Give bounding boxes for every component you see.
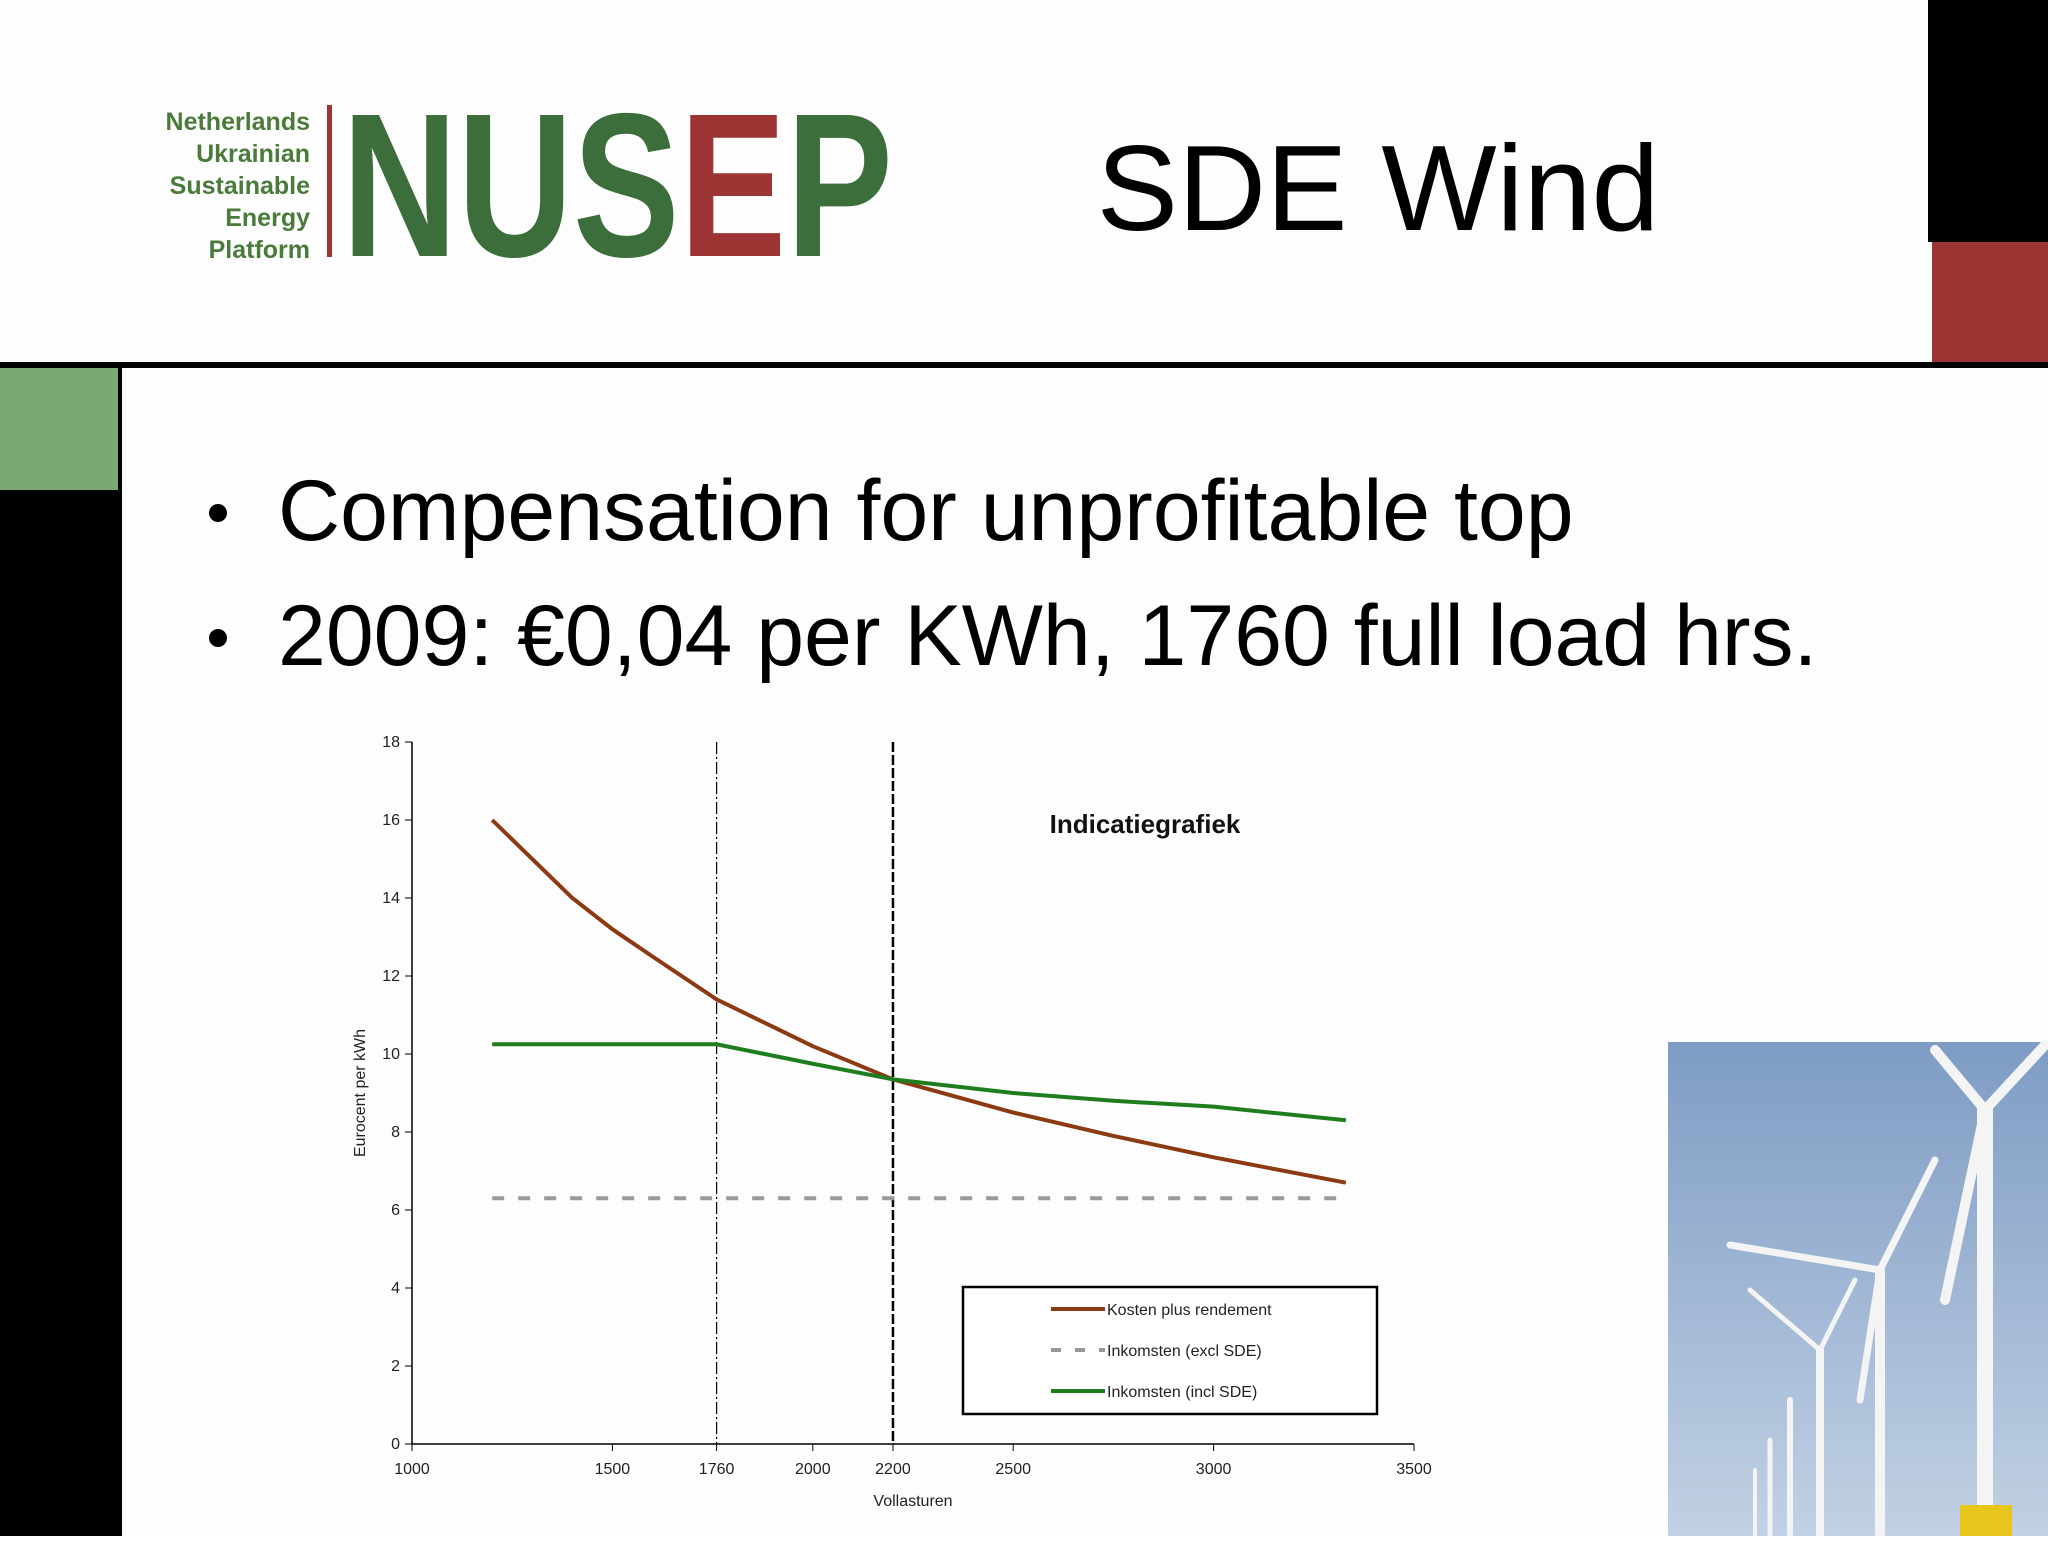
x-tick-label: 1760 [699,1461,735,1478]
corner-square [1932,242,2048,362]
legend-label: Inkomsten (excl SDE) [1107,1343,1262,1360]
logo: Netherlands Ukrainian Sustainable Energy Pla… [166,108,311,264]
turbine-base [1960,1505,2012,1536]
slide-title: SDE Wind [1097,120,1660,256]
x-tick-label: 3500 [1396,1461,1432,1478]
wordmark-part: NUS [342,71,680,300]
y-tick-label: 16 [382,812,400,829]
logo-line: Sustainable [170,172,310,200]
y-tick-label: 8 [391,1124,400,1141]
wordmark-part: P [786,71,893,300]
wordmark-part: E [680,71,787,300]
x-tick-label: 2500 [995,1461,1031,1478]
x-tick-label: 2000 [795,1461,831,1478]
photo [1668,1040,2048,1541]
logo-line: Platform [209,236,310,264]
legend-box [961,1285,1379,1416]
y-tick-label: 18 [382,734,400,751]
logo-wordmark: NUSEP [342,71,893,300]
y-tick-label: 0 [391,1436,400,1453]
series-line [492,1042,1347,1123]
logo-divider [327,105,332,257]
x-tick-label: 1500 [595,1461,631,1478]
logo-line: Ukrainian [196,140,310,168]
y-tick-label: 10 [382,1046,400,1063]
y-tick-label: 4 [391,1280,400,1297]
logo-line: Energy [225,204,310,232]
y-tick-label: 6 [391,1202,400,1219]
x-tick-label: 1000 [394,1461,430,1478]
legend-label: Kosten plus rendement [1107,1302,1272,1319]
y-tick-label: 12 [382,968,400,985]
annotation: Indicatiegrafiek [1050,809,1241,839]
y-tick-label: 2 [391,1358,400,1375]
logo-line: Netherlands [166,108,310,136]
chart: 0 2 4 6 8 10 12 14 16 18 1000 1500 1760 2000 2200 2500 3… [352,734,1432,1510]
bullet-text: Compensation for unprofitable top [278,463,1574,559]
legend-label: Inkomsten (incl SDE) [1107,1384,1257,1401]
y-tick-label: 14 [382,890,400,907]
series-line [490,818,1347,1185]
y-axis-label: Eurocent per kWh [352,1029,369,1157]
bullet-dot [209,504,227,522]
corner-bar [1928,0,2048,242]
side-bar [0,490,122,1536]
side-square [0,368,118,490]
bullet-text: 2009: €0,04 per KWh, 1760 full load hrs. [278,588,1817,684]
x-tick-label: 2200 [875,1461,911,1478]
turbines [1726,1040,2048,1541]
header-rule [0,362,2048,368]
x-axis-label: Vollasturen [873,1493,952,1510]
side-edge [118,368,122,490]
x-tick-label: 3000 [1196,1461,1232,1478]
bullet-dot [209,629,227,647]
